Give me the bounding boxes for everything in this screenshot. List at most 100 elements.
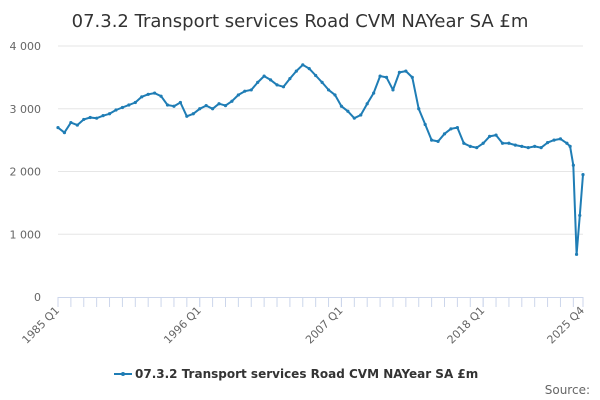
data-point: [507, 141, 511, 145]
data-point: [449, 127, 453, 131]
data-point: [217, 102, 221, 106]
data-point: [211, 107, 215, 111]
data-point: [185, 114, 189, 118]
y-tick-label: 3 000: [10, 103, 42, 116]
data-point: [391, 88, 395, 92]
data-point: [552, 138, 556, 142]
data-point: [256, 80, 260, 84]
data-point: [153, 91, 157, 95]
data-point: [339, 104, 344, 108]
data-point: [475, 146, 479, 150]
data-point: [333, 93, 337, 97]
data-point: [565, 141, 569, 145]
data-point: [107, 112, 112, 116]
data-point: [578, 213, 582, 218]
data-point: [500, 141, 505, 145]
data-point: [191, 112, 195, 116]
data-point: [82, 117, 86, 122]
data-point: [114, 108, 118, 112]
x-axis: 1985 Q1 1996 Q1 2007 Q1 2018 Q1 2025 Q4: [20, 297, 588, 347]
data-point: [146, 92, 150, 96]
chart-title: 07.3.2 Transport services Road CVM NAYea…: [72, 11, 529, 32]
data-point: [372, 91, 376, 95]
data-point: [262, 74, 266, 78]
gridlines: [58, 45, 583, 235]
data-point: [417, 107, 421, 111]
data-point: [204, 104, 208, 108]
data-point: [314, 73, 318, 78]
data-point: [423, 122, 427, 127]
data-point: [571, 163, 575, 167]
data-point: [56, 125, 60, 130]
data-point: [230, 99, 234, 103]
data-point: [275, 83, 279, 87]
data-point: [462, 141, 466, 145]
data-point: [574, 252, 579, 256]
legend-marker-symbol: [121, 372, 125, 376]
data-point: [62, 130, 67, 135]
y-tick-label: 2 000: [10, 166, 42, 179]
data-point: [384, 75, 389, 79]
data-point: [69, 120, 73, 125]
data-point: [198, 107, 202, 111]
data-point: [294, 69, 298, 73]
data-point: [159, 94, 163, 98]
y-tick-label: 4 000: [10, 40, 42, 53]
data-point: [95, 116, 99, 120]
data-point: [455, 125, 459, 130]
data-point: [468, 144, 472, 148]
data-point: [487, 134, 492, 138]
data-point: [88, 115, 92, 120]
data-point: [494, 133, 498, 137]
data-point: [268, 78, 273, 82]
data-point: [243, 89, 247, 93]
data-point: [236, 93, 240, 97]
data-point: [223, 104, 228, 108]
y-tick-label: 1 000: [10, 228, 42, 241]
series-line: [57, 63, 584, 256]
x-tick-label: 2007 Q1: [303, 304, 346, 347]
y-tick-label: 0: [34, 291, 41, 304]
data-point: [365, 102, 369, 106]
data-point: [581, 173, 585, 177]
data-point: [326, 88, 331, 92]
data-point: [545, 141, 550, 145]
source-credit[interactable]: Source:: [545, 383, 590, 397]
x-tick-label: 2018 Q1: [445, 304, 488, 347]
data-point: [378, 74, 382, 78]
data-point: [127, 103, 131, 107]
data-point: [120, 105, 125, 110]
data-point: [301, 63, 305, 67]
data-point: [307, 66, 311, 71]
data-point: [172, 104, 176, 108]
data-point: [165, 103, 170, 107]
data-point: [397, 70, 402, 74]
data-point: [352, 116, 356, 120]
data-point: [520, 144, 524, 148]
data-point: [533, 144, 537, 148]
data-point: [101, 114, 105, 118]
data-point: [281, 85, 286, 89]
data-point: [288, 77, 292, 81]
data-point: [539, 146, 543, 150]
x-tick-label: 1985 Q1: [20, 304, 63, 347]
plot-area: [56, 63, 585, 256]
data-point: [513, 143, 517, 147]
data-point: [133, 100, 137, 105]
data-point: [442, 132, 447, 136]
data-point: [568, 144, 572, 148]
x-tick-label: 2025 Q4: [545, 304, 588, 347]
data-point: [320, 80, 324, 84]
y-axis: 0 1 000 2 000 3 000 4 000: [10, 40, 42, 304]
data-point: [359, 113, 363, 117]
legend[interactable]: 07.3.2 Transport services Road CVM NAYea…: [114, 367, 478, 381]
data-point: [404, 69, 408, 73]
legend-label: 07.3.2 Transport services Road CVM NAYea…: [135, 367, 478, 381]
x-tick-label: 1996 Q1: [161, 304, 204, 347]
data-point: [178, 100, 182, 105]
data-point: [249, 88, 253, 92]
data-point: [526, 146, 530, 150]
data-point: [140, 95, 144, 99]
data-point: [481, 141, 485, 145]
